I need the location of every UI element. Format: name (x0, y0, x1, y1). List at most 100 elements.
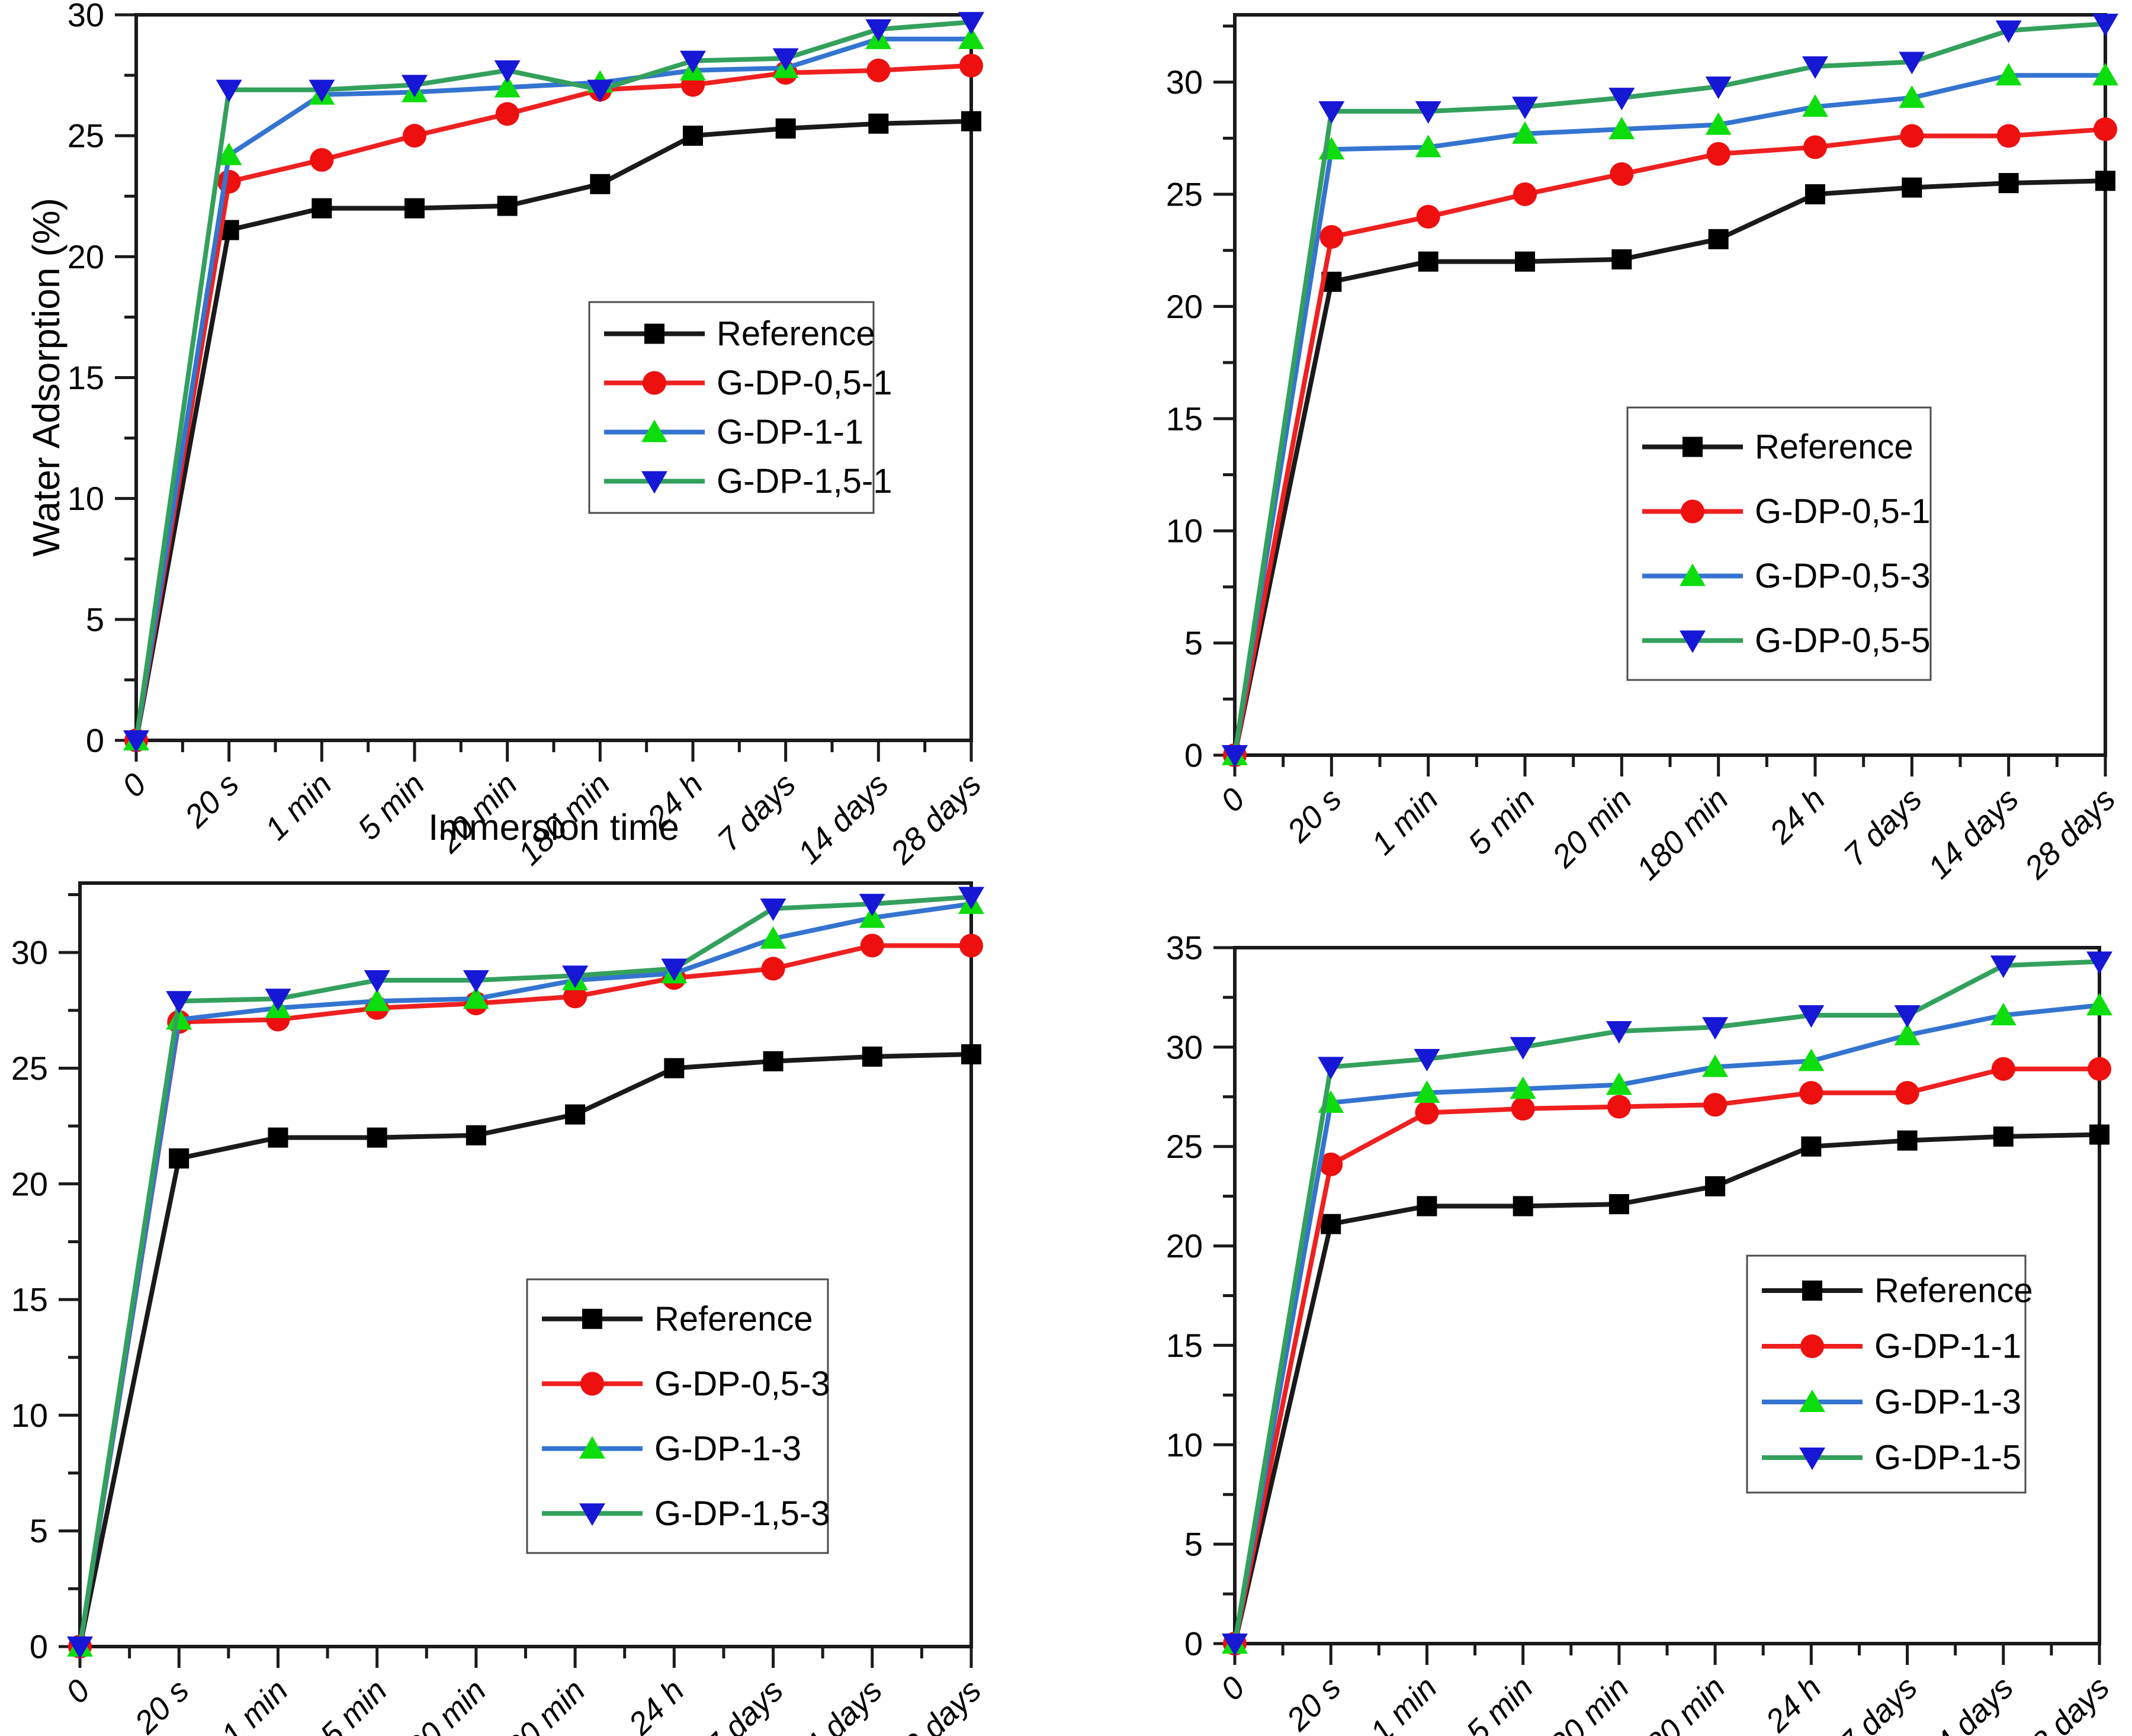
x-tick-label: 14 days (785, 1673, 889, 1736)
legend-item: Reference (604, 315, 875, 353)
data-point-marker (1510, 1076, 1536, 1099)
series-line (1232, 127, 2108, 758)
legend-marker-sample (644, 323, 664, 344)
x-tick-label: 0 (1214, 781, 1252, 819)
x-tick-label: 180 min (512, 766, 617, 872)
x-tick-label: 5 min (1459, 1670, 1540, 1736)
legend-label: G-DP-1-1 (717, 413, 863, 451)
y-tick-label: 15 (1166, 1327, 1203, 1364)
y-tick-label: 35 (1166, 929, 1203, 967)
legend-marker-sample (641, 419, 667, 442)
y-axis: 0 5 10 15 20 25 30 (1166, 24, 1235, 774)
x-tick-label: 28 days (2012, 1670, 2117, 1736)
x-tick-label: 28 days (884, 766, 988, 871)
data-point-marker (562, 965, 589, 989)
data-point-marker (1705, 1176, 1726, 1196)
data-point-marker (860, 933, 884, 958)
data-point-marker (958, 887, 984, 910)
y-tick-label: 10 (1166, 512, 1203, 550)
y-axis: 0 5 10 15 20 25 30 35 (1166, 929, 1235, 1663)
x-tick-label: 7 days (711, 766, 802, 858)
data-point-marker (760, 898, 786, 921)
data-point-marker (123, 730, 149, 753)
data-point-marker (868, 113, 889, 134)
data-point-marker (403, 124, 426, 148)
x-tick-label: 7 days (1837, 781, 1929, 873)
data-point-marker (1511, 1096, 1535, 1121)
legend-marker-sample (1681, 499, 1704, 524)
legend-marker-sample (579, 1436, 605, 1459)
data-point-marker (1802, 56, 1828, 79)
series-g-dp-1-5 (1222, 951, 2112, 1656)
data-point-marker (216, 79, 242, 102)
y-tick-label: 20 (1166, 1227, 1203, 1265)
x-tick-label: 5 min (351, 766, 432, 847)
x-tick-label: 1 min (1364, 781, 1445, 862)
series-g-dp-1-5-1 (123, 12, 984, 753)
data-point-marker (1897, 1130, 1918, 1151)
y-tick-label: 5 (30, 1512, 48, 1549)
legend-item: Reference (1762, 1272, 2033, 1310)
data-point-marker (1899, 52, 1925, 75)
x-tick-label: 20 min (431, 766, 524, 860)
data-point-marker (1894, 1005, 1921, 1028)
data-point-marker (1991, 1057, 2015, 1081)
data-point-marker (216, 142, 242, 165)
y-tick-label: 5 (86, 601, 104, 638)
series-g-dp-1-3 (67, 891, 984, 1657)
data-point-marker (1606, 1072, 1632, 1095)
data-point-marker (166, 1007, 192, 1030)
data-point-marker (1414, 1049, 1440, 1071)
series-g-dp-0-5-1 (1223, 117, 2117, 767)
data-point-marker (463, 986, 489, 1009)
x-tick-label: 20 s (1280, 781, 1348, 849)
data-point-marker (2092, 63, 2118, 86)
series-reference (1225, 1124, 2109, 1654)
data-point-marker (1702, 1017, 1729, 1040)
y-tick-label: 30 (1166, 63, 1203, 101)
data-point-marker (1993, 1126, 2014, 1147)
x-tick-label: 24 h (1758, 1670, 1828, 1736)
data-point-marker (1611, 249, 1632, 269)
legend-item: G-DP-0,5-5 (1642, 621, 1931, 660)
series-line (134, 20, 974, 743)
x-tick-label: 28 days (884, 1673, 988, 1736)
data-point-marker (364, 989, 390, 1012)
legend-label: G-DP-1-3 (1874, 1383, 2021, 1421)
legend-label: G-DP-0,5-5 (1755, 621, 1931, 660)
data-point-marker (1708, 229, 1729, 249)
legend-marker-sample (643, 371, 666, 395)
data-point-marker (1995, 63, 2022, 86)
data-point-marker (961, 1044, 981, 1065)
legend-item: Reference (542, 1299, 813, 1338)
legend-marker-sample (1683, 437, 1703, 457)
series-line (78, 894, 974, 1649)
legend-marker-sample (579, 1503, 605, 1526)
data-point-marker (761, 957, 785, 981)
data-point-marker (1998, 173, 2019, 194)
legend-marker-sample (582, 1308, 602, 1329)
series-line (78, 943, 974, 1649)
x-tick-label: 1 min (1363, 1670, 1444, 1736)
data-point-marker (1319, 225, 1344, 249)
series-line (134, 63, 974, 743)
legend-marker-sample (1680, 630, 1706, 653)
x-tick-label: 180 min (1626, 1670, 1732, 1736)
legend-item: G-DP-1-1 (1762, 1327, 2021, 1366)
legend-box (588, 301, 875, 514)
x-tick-label: 24 h (621, 1673, 691, 1736)
series-line (78, 901, 974, 1649)
data-point-marker (1799, 1081, 1823, 1105)
x-tick-label: 0 (59, 1673, 97, 1711)
data-point-marker (1416, 204, 1440, 229)
legend-label: G-DP-1-1 (1874, 1327, 2021, 1366)
x-tick-label: 180 min (486, 1673, 592, 1736)
data-point-marker (310, 148, 334, 172)
data-point-marker (67, 1636, 93, 1659)
series-g-dp-1-5-3 (67, 887, 984, 1659)
legend-marker-sample (1802, 1281, 1822, 1301)
data-point-marker (1900, 124, 1924, 148)
